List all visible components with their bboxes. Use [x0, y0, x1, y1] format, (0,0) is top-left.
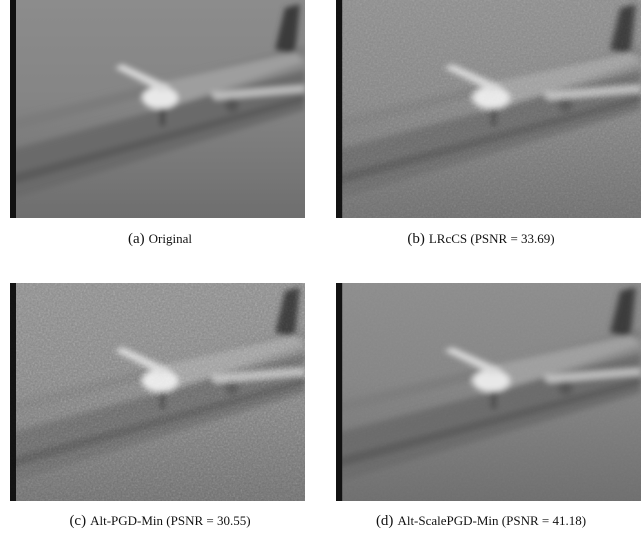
caption: (a) Original — [0, 231, 320, 248]
caption-text: Alt-ScalePGD-Min (PSNR = 41.18) — [397, 513, 586, 528]
caption-label: (d) — [376, 513, 394, 529]
image-alt-scalepgd-min — [336, 283, 641, 501]
image-original — [10, 0, 305, 218]
image-lrccs — [336, 0, 641, 218]
caption-label: (b) — [407, 231, 425, 247]
caption-label: (c) — [69, 513, 86, 529]
caption-text: Original — [149, 231, 192, 246]
caption: (c) Alt-PGD-Min (PSNR = 30.55) — [0, 513, 320, 530]
caption: (d)Alt-ScalePGD-Min (PSNR = 41.18) — [321, 513, 641, 530]
caption-label: (a) — [128, 231, 145, 247]
figure: (a) Original (b) LRcCS (PSNR = 33.69) (c) A… — [0, 0, 641, 535]
caption-text: Alt-PGD-Min (PSNR = 30.55) — [90, 513, 250, 528]
caption: (b) LRcCS (PSNR = 33.69) — [321, 231, 641, 248]
image-alt-pgd-min — [10, 283, 305, 501]
caption-text: LRcCS (PSNR = 33.69) — [429, 231, 555, 246]
